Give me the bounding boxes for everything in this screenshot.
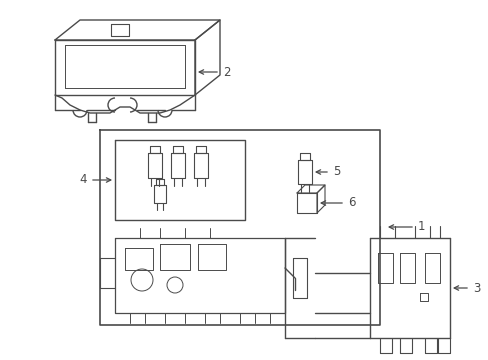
Text: 1: 1 (417, 220, 425, 234)
Text: 6: 6 (347, 197, 355, 210)
Text: 2: 2 (223, 66, 230, 78)
Text: 3: 3 (472, 282, 479, 294)
Text: 4: 4 (80, 174, 87, 186)
Text: 5: 5 (332, 166, 340, 179)
